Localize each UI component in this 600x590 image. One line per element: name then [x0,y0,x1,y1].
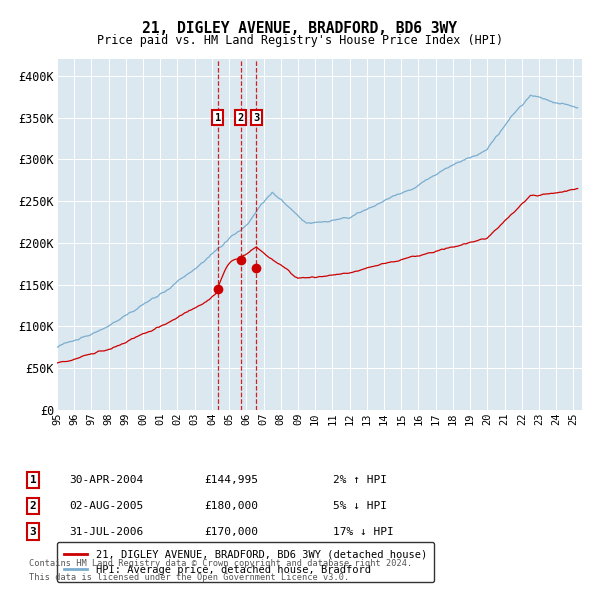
Text: £180,000: £180,000 [204,501,258,510]
Text: 21, DIGLEY AVENUE, BRADFORD, BD6 3WY: 21, DIGLEY AVENUE, BRADFORD, BD6 3WY [143,21,458,35]
Text: £170,000: £170,000 [204,527,258,536]
Text: 30-APR-2004: 30-APR-2004 [69,475,143,484]
Text: £144,995: £144,995 [204,475,258,484]
Text: 2: 2 [29,501,37,510]
Text: Contains HM Land Registry data © Crown copyright and database right 2024.: Contains HM Land Registry data © Crown c… [29,559,412,568]
Text: 3: 3 [253,113,260,123]
Text: 3: 3 [29,527,37,536]
Text: 1: 1 [215,113,221,123]
Text: 2% ↑ HPI: 2% ↑ HPI [333,475,387,484]
Legend: 21, DIGLEY AVENUE, BRADFORD, BD6 3WY (detached house), HPI: Average price, detac: 21, DIGLEY AVENUE, BRADFORD, BD6 3WY (de… [57,542,434,582]
Text: Price paid vs. HM Land Registry's House Price Index (HPI): Price paid vs. HM Land Registry's House … [97,34,503,47]
Text: 2: 2 [238,113,244,123]
Text: 5% ↓ HPI: 5% ↓ HPI [333,501,387,510]
Text: 17% ↓ HPI: 17% ↓ HPI [333,527,394,536]
Text: 1: 1 [29,475,37,484]
Text: 31-JUL-2006: 31-JUL-2006 [69,527,143,536]
Text: This data is licensed under the Open Government Licence v3.0.: This data is licensed under the Open Gov… [29,573,349,582]
Text: 02-AUG-2005: 02-AUG-2005 [69,501,143,510]
